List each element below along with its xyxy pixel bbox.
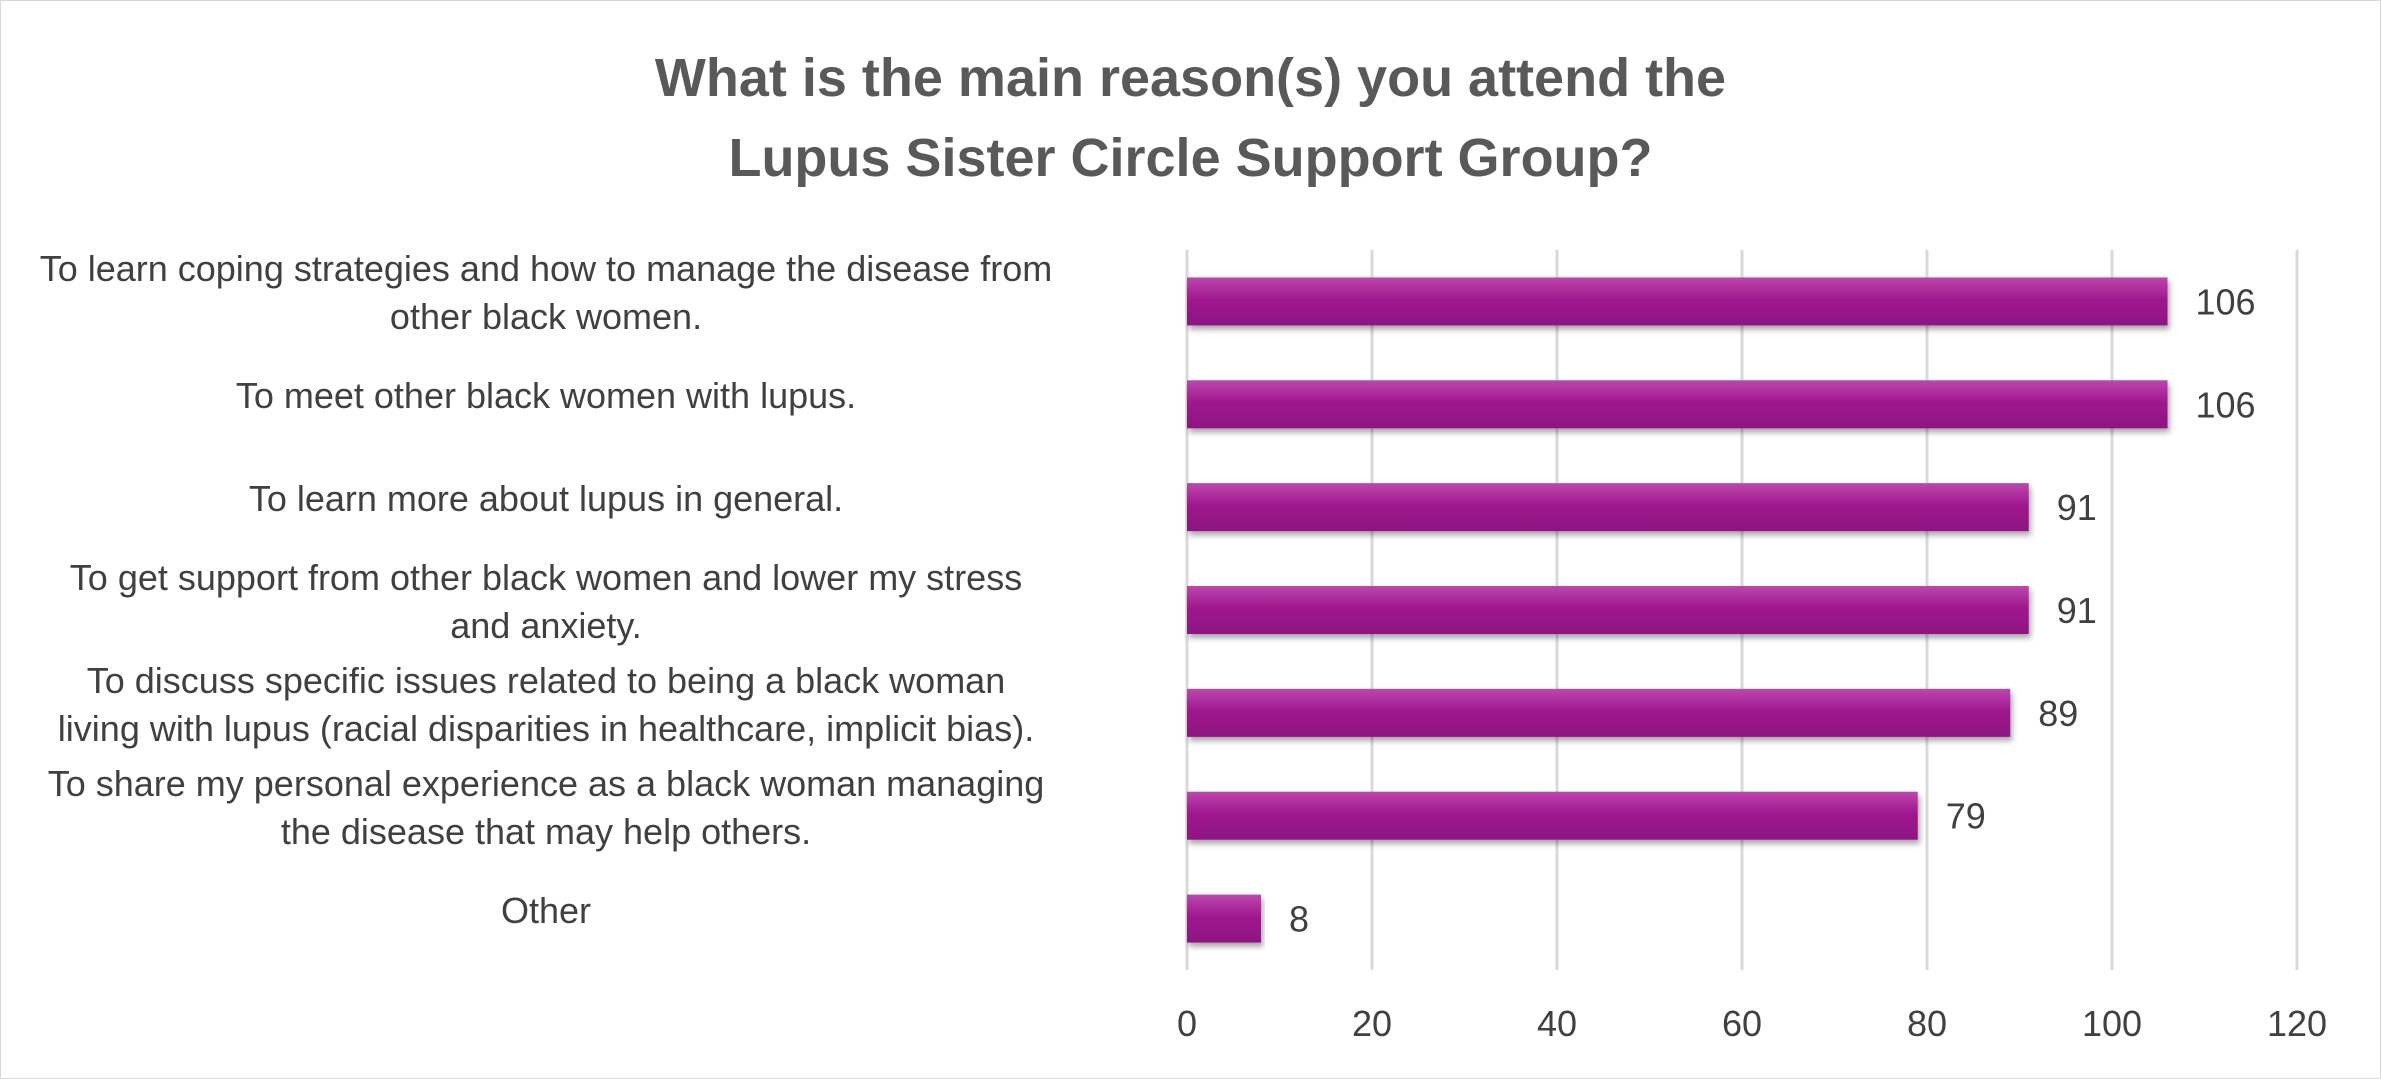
- bars: [1187, 277, 2168, 943]
- data-label: 106: [2196, 281, 2256, 322]
- data-label: 91: [2057, 487, 2097, 528]
- bar: [1187, 380, 2168, 429]
- data-label: 106: [2196, 384, 2256, 425]
- x-tick-label: 60: [1722, 1003, 1762, 1044]
- category-label-line: living with lupus (racial disparities in…: [57, 707, 1035, 749]
- category-label: To get support from other black women an…: [0, 554, 1146, 650]
- x-tick-label: 100: [2082, 1003, 2142, 1044]
- data-label: 91: [2057, 590, 2097, 631]
- chart-title: What is the main reason(s) you attend th…: [0, 38, 2381, 198]
- category-label-line: and anxiety.: [450, 605, 642, 646]
- category-label-line: To learn coping strategies and how to ma…: [39, 248, 1053, 290]
- data-labels: 106 106 91 91 89 79 8: [1289, 281, 2256, 939]
- category-label-line: the disease that may help others.: [280, 810, 812, 852]
- chart-title-line-1: What is the main reason(s) you attend th…: [654, 48, 1727, 108]
- x-tick-labels: 0 20 40 60 80 100 120: [1177, 1003, 2327, 1044]
- bar: [1187, 586, 2029, 634]
- category-label-line: To discuss specific issues related to be…: [86, 659, 1006, 701]
- x-tick-label: 40: [1537, 1003, 1577, 1044]
- bar: [1187, 483, 2029, 532]
- x-tick-label: 120: [2267, 1003, 2327, 1044]
- bar: [1187, 277, 2168, 326]
- category-label-line: To learn more about lupus in general.: [248, 478, 844, 520]
- category-label: To learn coping strategies and how to ma…: [0, 245, 1146, 341]
- chart-title-line-2: Lupus Sister Circle Support Group?: [728, 128, 1653, 188]
- data-label: 8: [1289, 899, 1309, 940]
- bar: [1187, 791, 1918, 840]
- category-label-line: To share my personal experience as a bla…: [47, 762, 1045, 804]
- bar: [1187, 894, 1261, 943]
- category-label: Other: [0, 887, 1146, 935]
- data-label: 79: [1946, 796, 1986, 837]
- category-label: To discuss specific issues related to be…: [0, 657, 1146, 753]
- category-label: To learn more about lupus in general.: [0, 475, 1146, 523]
- category-label-line: To meet other black women with lupus.: [235, 375, 857, 417]
- category-label-line: To get support from other black women an…: [69, 557, 1023, 598]
- x-tick-label: 0: [1177, 1003, 1197, 1044]
- x-tick-label: 20: [1352, 1003, 1392, 1044]
- category-label-line: other black women.: [389, 296, 703, 338]
- x-tick-label: 80: [1907, 1003, 1947, 1044]
- data-label: 89: [2038, 693, 2078, 734]
- bar: [1187, 688, 2011, 737]
- category-label: To share my personal experience as a bla…: [0, 760, 1146, 856]
- category-label-line: Other: [500, 889, 592, 931]
- category-label: To meet other black women with lupus.: [0, 372, 1146, 420]
